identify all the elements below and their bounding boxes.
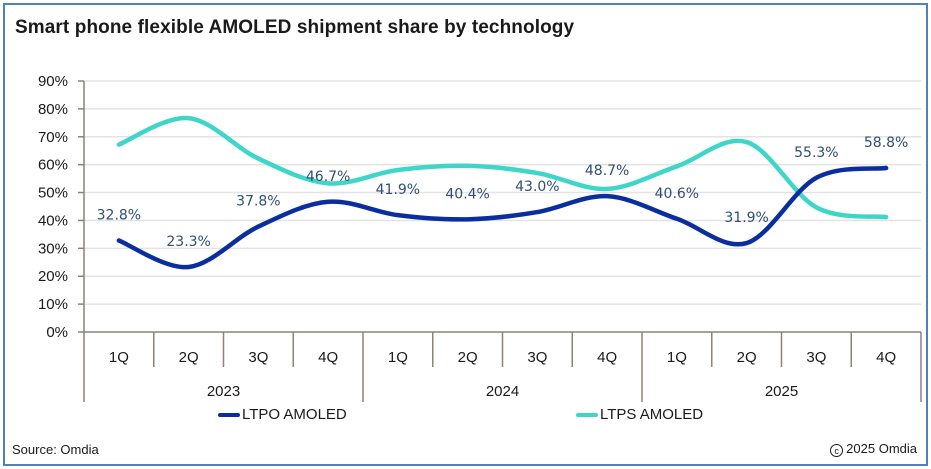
- x-tick-label: 4Q: [876, 349, 896, 366]
- y-tick-label: 50%: [38, 185, 68, 202]
- data-labels: 32.8% 23.3% 37.8% 46.7% 41.9% 40.4% 43.0% 48.7%…: [97, 135, 909, 250]
- legend-swatch-ltps: [576, 412, 598, 417]
- series-line-ltps-amoled: [116, 115, 889, 220]
- x-tick-label: 4Q: [318, 349, 338, 366]
- legend-label-ltps: LTPS AMOLED: [600, 406, 704, 423]
- y-tick-label: 60%: [38, 157, 68, 174]
- x-tick-label: 4Q: [597, 349, 617, 366]
- series-line-ltpo-amoled: [116, 165, 889, 270]
- data-label: 32.8%: [97, 208, 141, 224]
- x-tick-label: 1Q: [667, 349, 687, 366]
- x-group-label: 2024: [486, 383, 519, 400]
- data-label: 46.7%: [306, 169, 350, 185]
- y-tick-label: 80%: [38, 101, 68, 118]
- chart-title: Smart phone flexible AMOLED shipment sha…: [15, 17, 575, 38]
- y-tick-label: 90%: [38, 73, 68, 90]
- x-tick-label: 1Q: [109, 349, 129, 366]
- copyright-text: 2025 Omdia: [846, 441, 917, 456]
- y-tick-label: 70%: [38, 129, 68, 146]
- y-tick-label: 40%: [38, 212, 68, 229]
- x-tick-label: 3Q: [806, 349, 826, 366]
- data-label: 37.8%: [236, 194, 280, 210]
- y-tick-label: 10%: [38, 296, 68, 313]
- x-group-label: 2025: [765, 383, 798, 400]
- data-label: 48.7%: [585, 163, 629, 179]
- x-tick-label: 3Q: [527, 349, 547, 366]
- x-group-label: 2023: [207, 383, 240, 400]
- data-label: 23.3%: [166, 234, 210, 250]
- data-label: 40.4%: [445, 186, 489, 202]
- x-tick-label: 3Q: [248, 349, 268, 366]
- copyright-note: c 2025 Omdia: [830, 441, 917, 457]
- source-note: Source: Omdia: [12, 442, 99, 457]
- x-tick-label: 2Q: [737, 349, 757, 366]
- y-tick-label: 20%: [38, 268, 68, 285]
- data-label: 31.9%: [724, 210, 768, 226]
- axes: 0% 10% 20% 30% 40% 50% 60% 70% 80% 90% 1Q 2Q 3Q 4Q 1Q 2…: [38, 73, 922, 402]
- data-label: 58.8%: [864, 135, 908, 151]
- chart-frame: [3, 3, 928, 466]
- legend-item-ltpo[interactable]: LTPO AMOLED: [218, 406, 347, 423]
- gridlines: [84, 80, 921, 305]
- legend-swatch-ltpo: [218, 412, 240, 417]
- data-label: 55.3%: [794, 145, 838, 161]
- y-tick-label: 0%: [46, 324, 68, 341]
- x-tick-label: 2Q: [179, 349, 199, 366]
- copyright-icon: c: [830, 444, 844, 457]
- legend-item-ltps[interactable]: LTPS AMOLED: [576, 406, 703, 423]
- legend-label-ltpo: LTPO AMOLED: [242, 406, 347, 423]
- data-label: 43.0%: [515, 179, 559, 195]
- x-tick-label: 1Q: [388, 349, 408, 366]
- data-label: 41.9%: [376, 182, 420, 198]
- data-label: 40.6%: [655, 186, 699, 202]
- series-lines: [116, 115, 889, 270]
- x-tick-label: 2Q: [458, 349, 478, 366]
- y-tick-label: 30%: [38, 240, 68, 257]
